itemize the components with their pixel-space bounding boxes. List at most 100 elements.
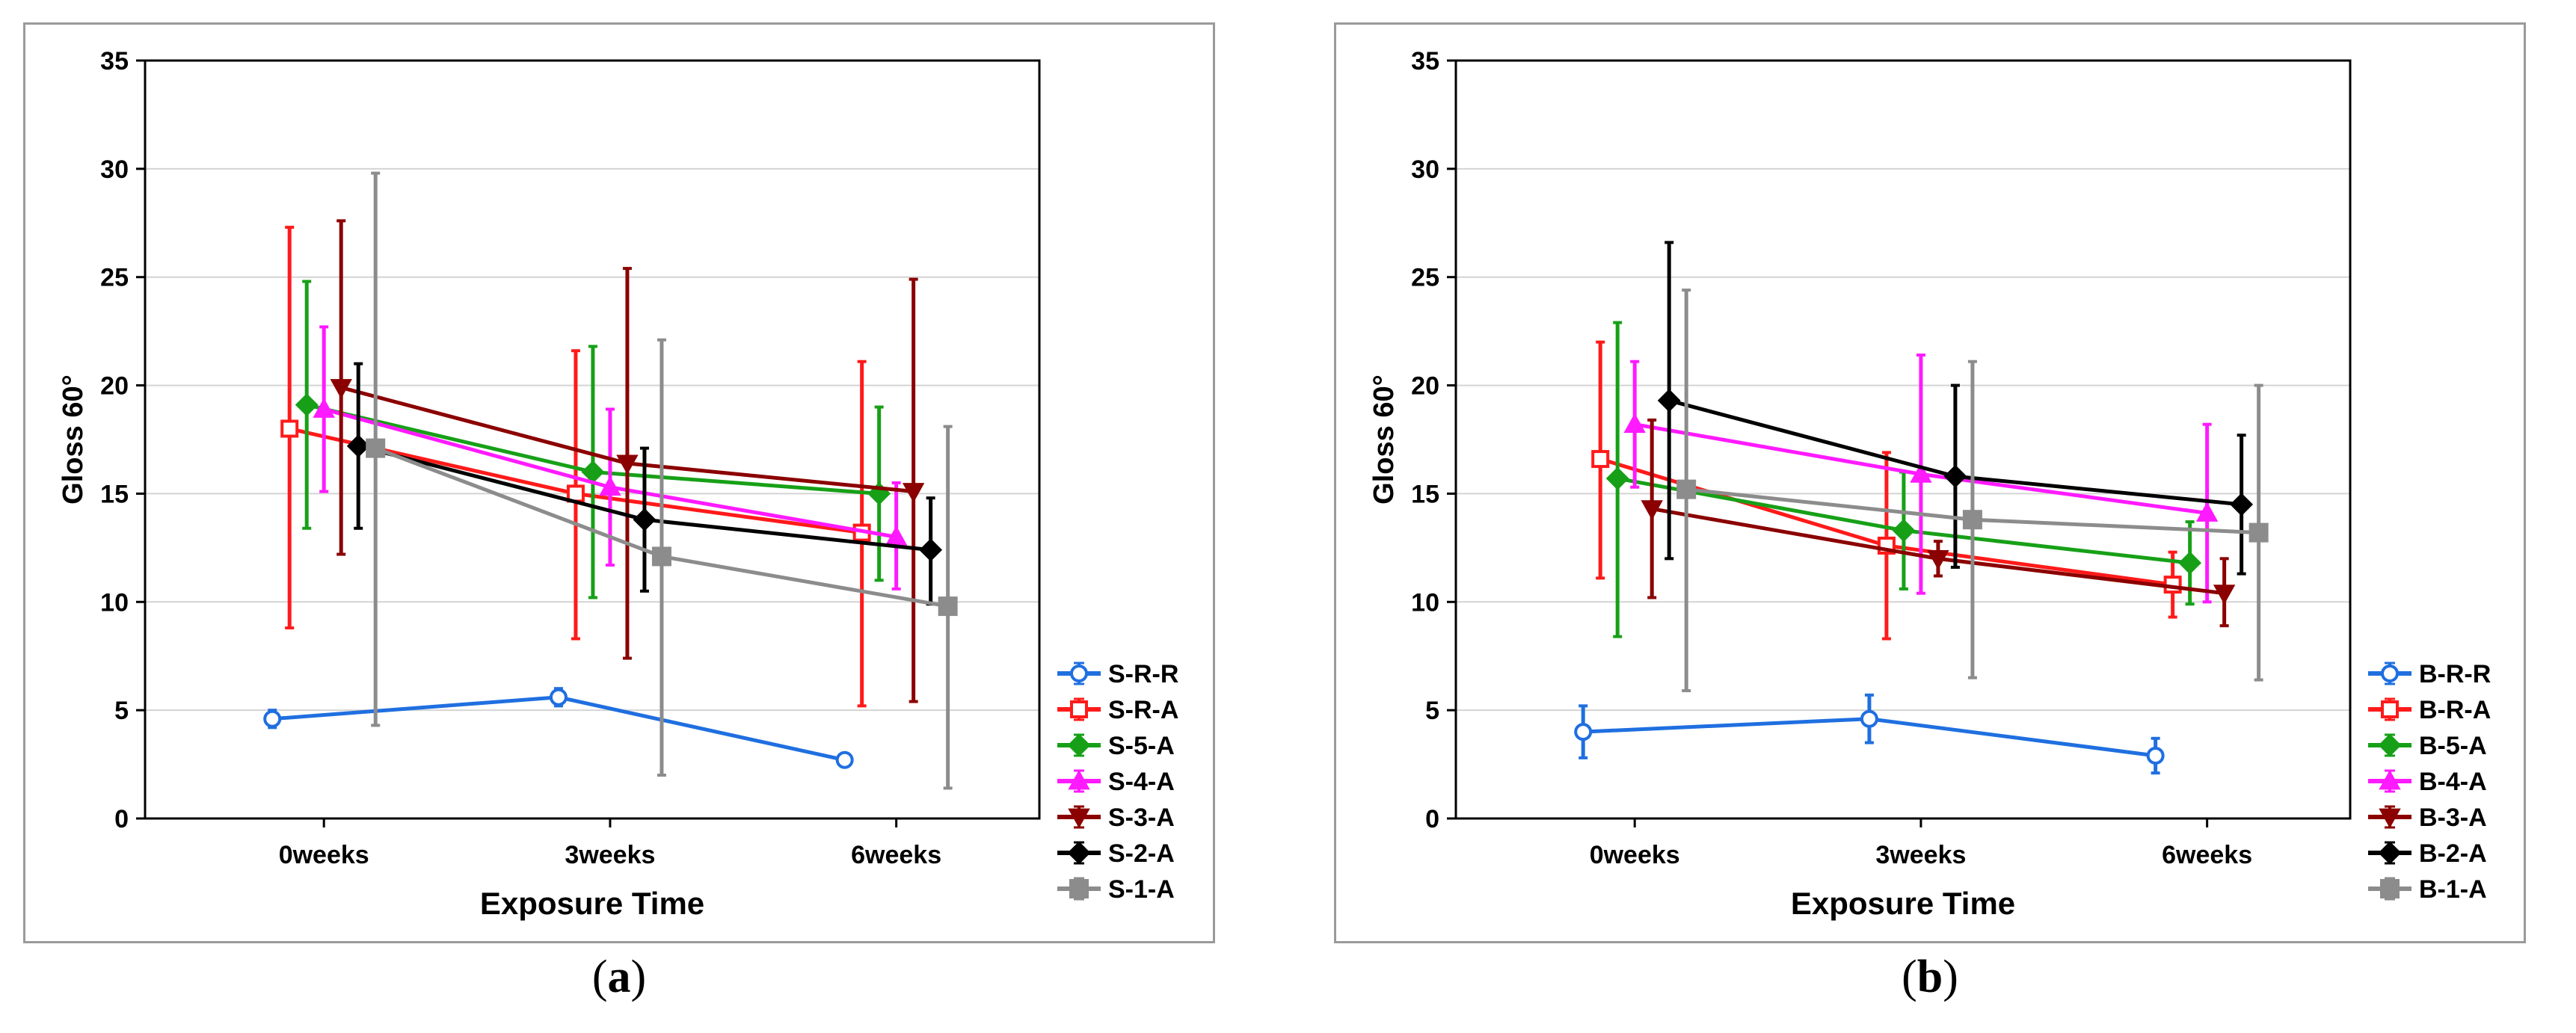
x-tick-label: 3weeks [1875, 841, 1966, 869]
y-tick-label: 35 [1411, 47, 1439, 75]
data-point [346, 434, 370, 458]
series-b-1-a [1676, 289, 2269, 693]
y-tick-label: 20 [1411, 372, 1439, 401]
legend-marker [1070, 664, 1088, 682]
data-point [1962, 510, 1982, 530]
legend-entry: B-R-R [2368, 660, 2491, 688]
legend-entry: S-R-R [1057, 660, 1178, 688]
legend-marker [1069, 879, 1089, 898]
data-point [330, 379, 352, 399]
legend-label: B-R-R [2419, 660, 2491, 688]
plot-area [144, 59, 1041, 820]
y-tick-label: 5 [114, 697, 129, 725]
legend-label: S-1-A [1108, 875, 1175, 904]
x-tick-label: 3weeks [565, 841, 655, 869]
data-point [1657, 389, 1681, 413]
x-tick-label: 6weeks [851, 841, 941, 869]
legend-marker [2381, 664, 2399, 682]
legend-marker [1067, 841, 1091, 865]
legend-marker [1068, 769, 1090, 790]
y-tick-label: 25 [100, 264, 129, 292]
y-tick-label: 5 [1425, 697, 1439, 725]
data-point [2248, 522, 2269, 543]
data-point [1623, 413, 1646, 434]
legend-marker [1070, 700, 1088, 718]
legend-marker [1068, 808, 1090, 829]
legend-label: B-4-A [2419, 768, 2487, 796]
legend-label: S-R-R [1108, 660, 1178, 688]
data-point [1927, 549, 1949, 570]
data-point [599, 475, 621, 496]
data-point [902, 483, 925, 503]
legend-label: B-2-A [2419, 839, 2487, 868]
legend-label: B-1-A [2419, 875, 2487, 904]
plot-area [1454, 59, 2352, 820]
legend-entry: S-2-A [1057, 839, 1175, 868]
series-s-4-a [313, 325, 908, 590]
y-tick-label: 0 [114, 805, 129, 833]
legend-entry: B-3-A [2368, 804, 2487, 832]
data-point [2178, 551, 2202, 575]
data-point [1910, 463, 1932, 483]
data-point [616, 454, 639, 475]
legend-label: B-3-A [2419, 804, 2487, 832]
y-tick-label: 10 [1411, 588, 1439, 617]
x-tick-label: 0weeks [279, 841, 369, 869]
y-tick-label: 20 [100, 372, 129, 401]
gloss-chart-a: 0 5 10 15 20 25 30 35 0weeks 3weeks 6weeks Exposure… [58, 47, 1178, 921]
data-point [651, 546, 671, 567]
data-point [313, 398, 335, 418]
legend-label: B-5-A [2419, 732, 2487, 760]
x-axis-title: Exposure Time [480, 886, 704, 921]
series-s-3-a [330, 219, 925, 703]
y-tick-label: 30 [1411, 155, 1439, 184]
data-point [633, 508, 657, 531]
caption-b: (b) [1902, 952, 1958, 1002]
chart-panel-b: 0 5 10 15 20 25 30 35 0weeks 3weeks 6weeks Exposure… [1334, 22, 2526, 943]
legend-entry: B-5-A [2368, 732, 2487, 760]
series-s-1-a [366, 171, 958, 790]
y-tick-label: 15 [1411, 480, 1439, 508]
data-point [2213, 585, 2236, 605]
legend-marker [2378, 841, 2402, 865]
series-s-r-r [263, 687, 854, 769]
legend-marker [2381, 700, 2399, 718]
data-point [295, 393, 319, 417]
series-b-3-a [1641, 418, 2236, 628]
y-tick-label: 35 [100, 47, 129, 75]
data-point [1591, 450, 1610, 469]
legend-marker [1067, 733, 1091, 757]
data-point [835, 750, 854, 769]
legend-label: S-5-A [1108, 732, 1175, 760]
series-s-5-a [295, 280, 891, 599]
legend-label: S-4-A [1108, 768, 1175, 796]
legend-label: S-3-A [1108, 804, 1175, 832]
x-axis-title: Exposure Time [1791, 886, 2015, 921]
data-point [938, 596, 958, 617]
legend-entry: S-3-A [1057, 804, 1175, 832]
y-axis-title: Gloss 60° [1368, 374, 1400, 505]
y-tick-label: 25 [1411, 264, 1439, 292]
legend-entry: S-R-A [1057, 696, 1178, 724]
data-point [2195, 502, 2219, 522]
data-point [1574, 723, 1593, 741]
legend-marker [2379, 769, 2401, 790]
data-point [1641, 500, 1663, 520]
series-b-r-r [1574, 693, 2165, 775]
legend-entry: B-2-A [2368, 839, 2487, 868]
data-point [366, 438, 386, 458]
legend-entry: S-1-A [1057, 875, 1175, 904]
data-point [2146, 746, 2165, 765]
data-point [1676, 479, 1697, 499]
y-tick-label: 10 [100, 588, 129, 617]
series-s-2-a [346, 362, 943, 606]
x-tick-label: 0weeks [1590, 841, 1680, 869]
data-point [549, 688, 568, 706]
legend-entry: B-4-A [2368, 768, 2487, 796]
y-tick-label: 15 [100, 480, 129, 508]
legend-label: B-R-A [2419, 696, 2491, 724]
series-b-5-a [1605, 321, 2202, 638]
x-tick-label: 6weeks [2162, 841, 2252, 869]
data-point [2230, 493, 2254, 516]
legend-label: S-2-A [1108, 839, 1175, 868]
